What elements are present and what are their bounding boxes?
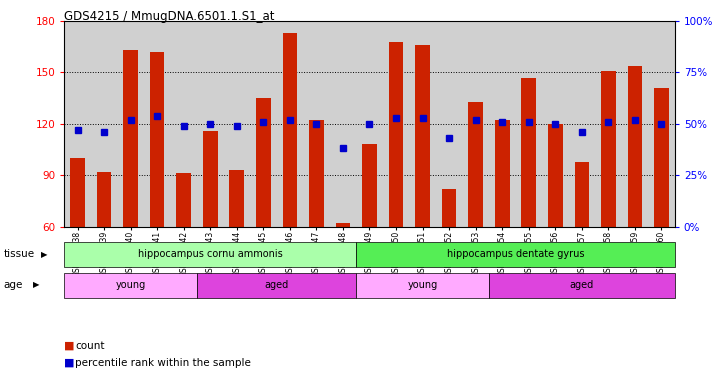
Text: GDS4215 / MmugDNA.6501.1.S1_at: GDS4215 / MmugDNA.6501.1.S1_at — [64, 10, 275, 23]
Bar — [654, 88, 669, 227]
Text: ▶: ▶ — [33, 280, 39, 290]
Bar — [283, 33, 297, 227]
Bar — [256, 98, 271, 227]
Bar — [150, 52, 164, 227]
Bar — [336, 223, 351, 227]
Bar — [575, 162, 589, 227]
Bar — [601, 71, 615, 227]
Bar — [97, 172, 111, 227]
Bar — [548, 124, 563, 227]
Text: tissue: tissue — [4, 249, 35, 259]
Bar — [628, 66, 642, 227]
Bar — [176, 174, 191, 227]
Bar — [362, 144, 377, 227]
Text: young: young — [408, 280, 438, 290]
Bar — [442, 189, 456, 227]
Bar — [468, 102, 483, 227]
Bar — [416, 45, 430, 227]
Bar — [124, 50, 138, 227]
Bar — [197, 273, 356, 298]
Text: ■: ■ — [64, 341, 75, 351]
Bar — [521, 78, 536, 227]
Bar — [356, 242, 675, 267]
Text: aged: aged — [264, 280, 288, 290]
Bar — [309, 121, 323, 227]
Text: ▶: ▶ — [41, 250, 47, 259]
Text: aged: aged — [570, 280, 594, 290]
Text: hippocampus cornu ammonis: hippocampus cornu ammonis — [138, 249, 283, 260]
Text: hippocampus dentate gyrus: hippocampus dentate gyrus — [447, 249, 584, 260]
Bar — [495, 121, 510, 227]
Bar — [388, 42, 403, 227]
Text: ■: ■ — [64, 358, 75, 368]
Text: count: count — [75, 341, 104, 351]
Bar — [489, 273, 675, 298]
Bar — [229, 170, 244, 227]
Bar — [64, 242, 356, 267]
Text: age: age — [4, 280, 23, 290]
Bar — [203, 131, 218, 227]
Bar — [356, 273, 489, 298]
Bar — [70, 158, 85, 227]
Text: percentile rank within the sample: percentile rank within the sample — [75, 358, 251, 368]
Bar — [64, 273, 197, 298]
Text: young: young — [116, 280, 146, 290]
